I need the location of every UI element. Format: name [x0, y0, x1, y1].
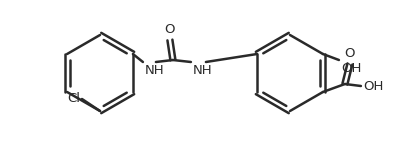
- Text: OH: OH: [341, 62, 361, 75]
- Text: NH: NH: [193, 64, 213, 77]
- Text: O: O: [165, 23, 175, 36]
- Text: OH: OH: [363, 80, 383, 92]
- Text: NH: NH: [145, 64, 164, 77]
- Text: O: O: [345, 47, 355, 60]
- Text: Cl: Cl: [67, 91, 80, 105]
